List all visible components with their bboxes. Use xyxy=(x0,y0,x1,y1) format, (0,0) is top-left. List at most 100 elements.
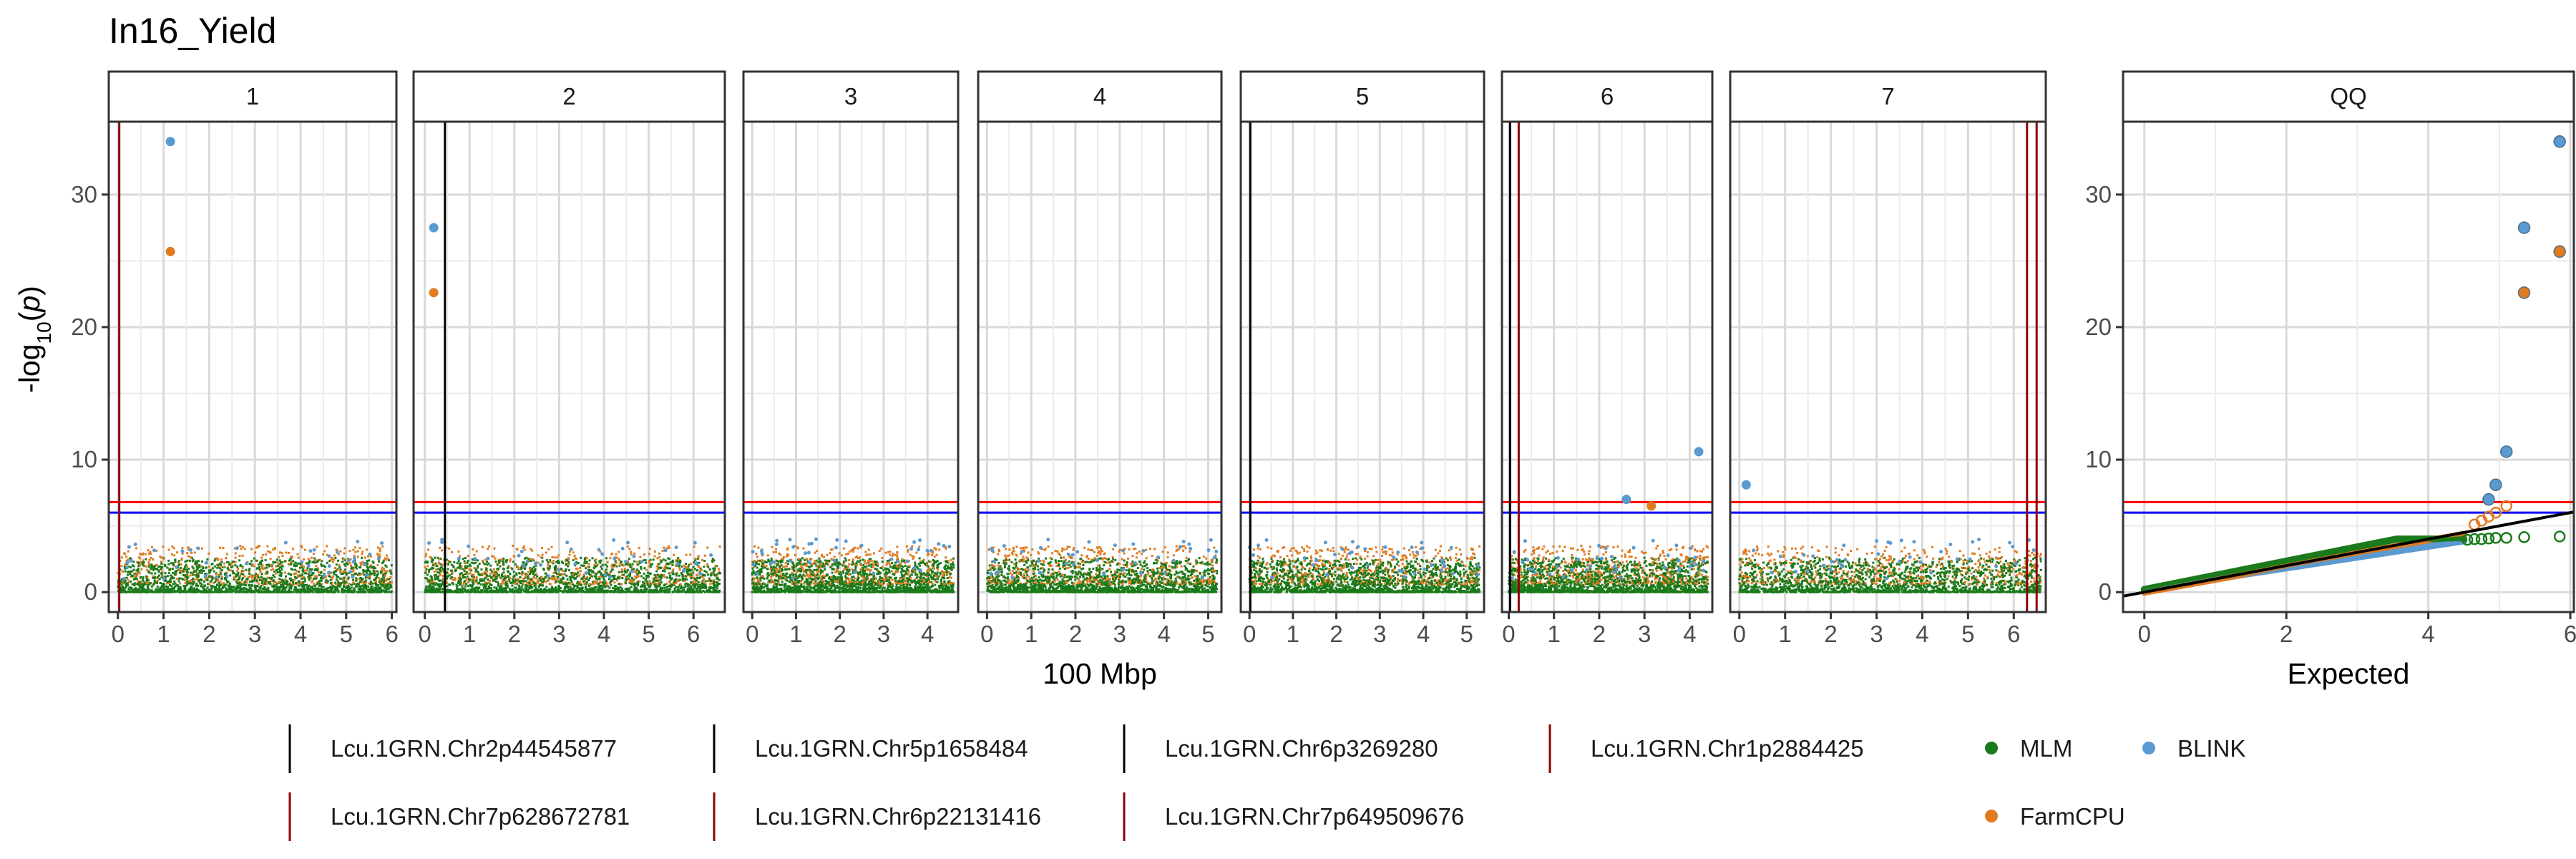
mlm-point xyxy=(278,574,281,577)
farmcpu-point xyxy=(608,572,611,575)
mlm-point xyxy=(293,563,296,566)
mlm-point xyxy=(373,574,376,577)
farmcpu-point xyxy=(441,549,444,552)
mlm-point xyxy=(313,560,316,563)
mlm-point xyxy=(362,568,365,571)
farmcpu-point xyxy=(193,573,196,576)
mlm-point xyxy=(211,578,214,581)
x-tick-label: 1 xyxy=(157,621,170,647)
mlm-point xyxy=(294,561,297,564)
farmcpu-point xyxy=(167,548,170,551)
mlm-point xyxy=(133,582,136,585)
mlm-point xyxy=(335,574,338,577)
mlm-point xyxy=(134,591,137,593)
mlm-point xyxy=(339,584,342,587)
mlm-point xyxy=(711,558,714,560)
farmcpu-point xyxy=(145,565,147,568)
mlm-point xyxy=(435,591,438,593)
farmcpu-point xyxy=(185,566,188,568)
mlm-point xyxy=(685,575,688,578)
mlm-point xyxy=(459,562,462,565)
farmcpu-point xyxy=(550,576,553,579)
mlm-point xyxy=(446,585,449,588)
mlm-point xyxy=(308,588,311,591)
farmcpu-point xyxy=(124,563,127,566)
mlm-point xyxy=(567,588,570,591)
mlm-point xyxy=(587,589,590,592)
blink-point xyxy=(573,562,577,566)
farmcpu-point xyxy=(709,583,712,586)
mlm-point xyxy=(150,566,152,569)
farmcpu-point xyxy=(254,551,257,554)
mlm-point xyxy=(622,591,625,593)
mlm-point xyxy=(433,587,436,590)
farmcpu-point xyxy=(291,583,294,586)
mlm-point xyxy=(490,576,493,579)
mlm-point xyxy=(220,588,223,591)
farmcpu-point xyxy=(150,545,153,548)
farmcpu-point xyxy=(145,568,148,571)
mlm-point xyxy=(385,566,388,568)
mlm-point xyxy=(664,591,667,593)
mlm-point xyxy=(589,590,592,593)
farmcpu-point xyxy=(311,579,314,582)
farmcpu-point xyxy=(679,583,682,586)
mlm-point xyxy=(624,571,627,574)
panel-border xyxy=(412,120,726,613)
mlm-point xyxy=(683,578,686,581)
mlm-point xyxy=(452,583,454,586)
mlm-point xyxy=(257,588,260,591)
mlm-point xyxy=(549,559,552,562)
farmcpu-point xyxy=(200,547,203,550)
mlm-point xyxy=(335,563,338,566)
mlm-point xyxy=(592,566,595,569)
mlm-point xyxy=(688,586,691,589)
mlm-point xyxy=(371,586,374,588)
blink-point xyxy=(698,572,703,576)
mlm-point xyxy=(542,578,545,581)
mlm-point xyxy=(358,581,361,583)
farmcpu-point xyxy=(468,568,471,571)
mlm-point xyxy=(479,583,482,586)
mlm-point xyxy=(482,579,485,582)
farmcpu-point xyxy=(326,581,328,584)
farmcpu-point xyxy=(384,557,386,560)
farmcpu-point xyxy=(348,583,351,586)
farmcpu-point xyxy=(208,583,211,586)
mlm-point xyxy=(173,573,176,576)
blink-point xyxy=(133,543,137,547)
mlm-point xyxy=(670,584,673,587)
facet-chr-3: 30 1 2 3 4 xyxy=(742,70,960,647)
farmcpu-point xyxy=(509,558,512,560)
mlm-point xyxy=(286,583,288,586)
x-tick-label: 0 xyxy=(746,621,758,647)
farmcpu-point xyxy=(137,556,140,559)
farmcpu-point xyxy=(473,580,476,583)
mlm-point xyxy=(290,590,293,593)
farmcpu-point xyxy=(625,581,628,583)
farmcpu-point xyxy=(694,580,697,583)
mlm-point xyxy=(671,573,674,576)
mlm-point xyxy=(179,587,182,590)
mlm-point xyxy=(439,569,441,572)
farmcpu-point xyxy=(369,576,371,578)
mlm-point xyxy=(507,571,510,573)
mlm-point xyxy=(645,588,648,591)
mlm-point xyxy=(368,577,371,580)
farmcpu-point xyxy=(366,576,369,579)
mlm-point xyxy=(706,590,709,593)
mlm-point xyxy=(506,567,509,570)
farmcpu-point xyxy=(445,580,448,583)
mlm-point xyxy=(626,562,629,565)
mlm-point xyxy=(228,588,230,591)
mlm-point xyxy=(334,556,337,559)
mlm-point xyxy=(273,576,276,578)
mlm-point xyxy=(711,560,714,563)
mlm-point xyxy=(132,565,135,568)
mlm-point xyxy=(588,559,591,562)
mlm-point xyxy=(260,585,263,588)
mlm-point xyxy=(653,588,655,591)
mlm-point xyxy=(459,588,462,591)
farmcpu-point xyxy=(631,581,634,583)
mlm-point xyxy=(900,568,903,571)
